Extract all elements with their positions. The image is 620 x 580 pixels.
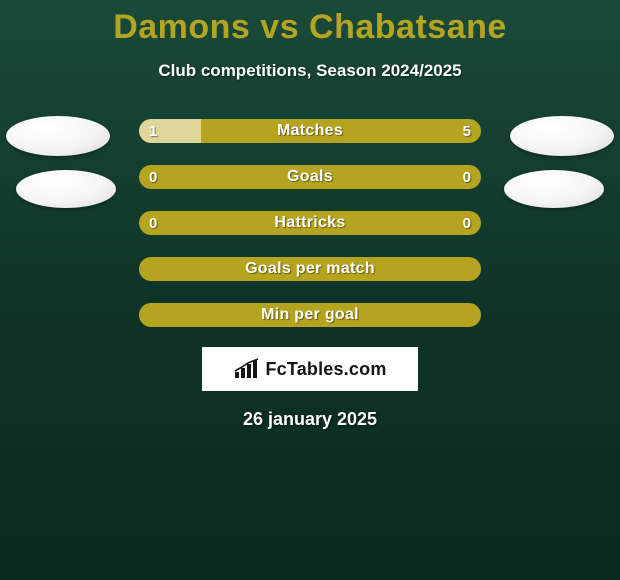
team-left-avatar	[16, 170, 116, 208]
page-title: Damons vs Chabatsane	[0, 0, 620, 47]
stat-bar-goals: 0 Goals 0	[139, 165, 481, 189]
stat-rows: 1 Matches 5 0 Goals 0 0 Hattricks 0 Goal…	[139, 119, 481, 327]
stat-bar-goals-per-match: Goals per match	[139, 257, 481, 281]
stat-bar-min-per-goal: Min per goal	[139, 303, 481, 327]
snapshot-date: 26 january 2025	[0, 409, 620, 430]
stat-label: Goals	[139, 165, 481, 189]
stat-label: Matches	[139, 119, 481, 143]
stat-label: Hattricks	[139, 211, 481, 235]
stat-value-right: 5	[463, 119, 471, 143]
stat-bar-hattricks: 0 Hattricks 0	[139, 211, 481, 235]
player-left-avatar	[6, 116, 110, 156]
player-right-avatar	[510, 116, 614, 156]
team-right-avatar	[504, 170, 604, 208]
stat-label: Goals per match	[139, 257, 481, 281]
stat-label: Min per goal	[139, 303, 481, 327]
branding-text: FcTables.com	[265, 359, 386, 380]
page-subtitle: Club competitions, Season 2024/2025	[0, 61, 620, 81]
stat-value-right: 0	[463, 165, 471, 189]
bar-chart-icon	[233, 358, 261, 380]
branding-badge: FcTables.com	[202, 347, 418, 391]
stat-bar-matches: 1 Matches 5	[139, 119, 481, 143]
comparison-card: Damons vs Chabatsane Club competitions, …	[0, 0, 620, 580]
stat-value-right: 0	[463, 211, 471, 235]
